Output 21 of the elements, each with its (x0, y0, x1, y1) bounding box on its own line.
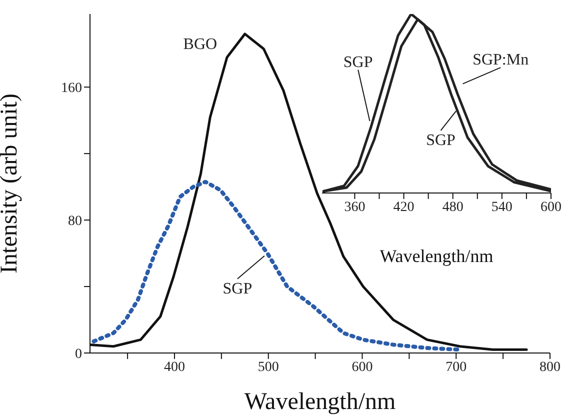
annotation: SGP (222, 280, 252, 298)
annotation: BGO (183, 36, 218, 54)
y-tick-label: 160 (61, 81, 82, 96)
x-tick-label: 600 (540, 200, 562, 215)
x-tick-label: 540 (491, 200, 512, 215)
annotation: SGP (426, 132, 456, 149)
y-tick-label: 0 (75, 346, 82, 362)
x-tick-label: 420 (393, 200, 414, 215)
x-tick-label: 600 (352, 360, 373, 375)
annotation: SGP (343, 54, 373, 71)
x-tick-label: 480 (442, 200, 464, 215)
x-tick-label: 400 (164, 360, 185, 375)
x-tick-label: 700 (446, 360, 467, 375)
x-tick-label: 800 (540, 360, 560, 375)
x-tick-label: 500 (258, 360, 279, 375)
x-tick-label: 360 (344, 200, 366, 215)
y-axis-title: Intensity (arb unit) (0, 94, 23, 274)
annotation: SGP:Mn (472, 52, 529, 69)
x-axis-title: Wavelength/nm (244, 389, 396, 415)
x-axis-title: Wavelength/nm (380, 246, 494, 266)
y-tick-label: 80 (68, 214, 82, 230)
